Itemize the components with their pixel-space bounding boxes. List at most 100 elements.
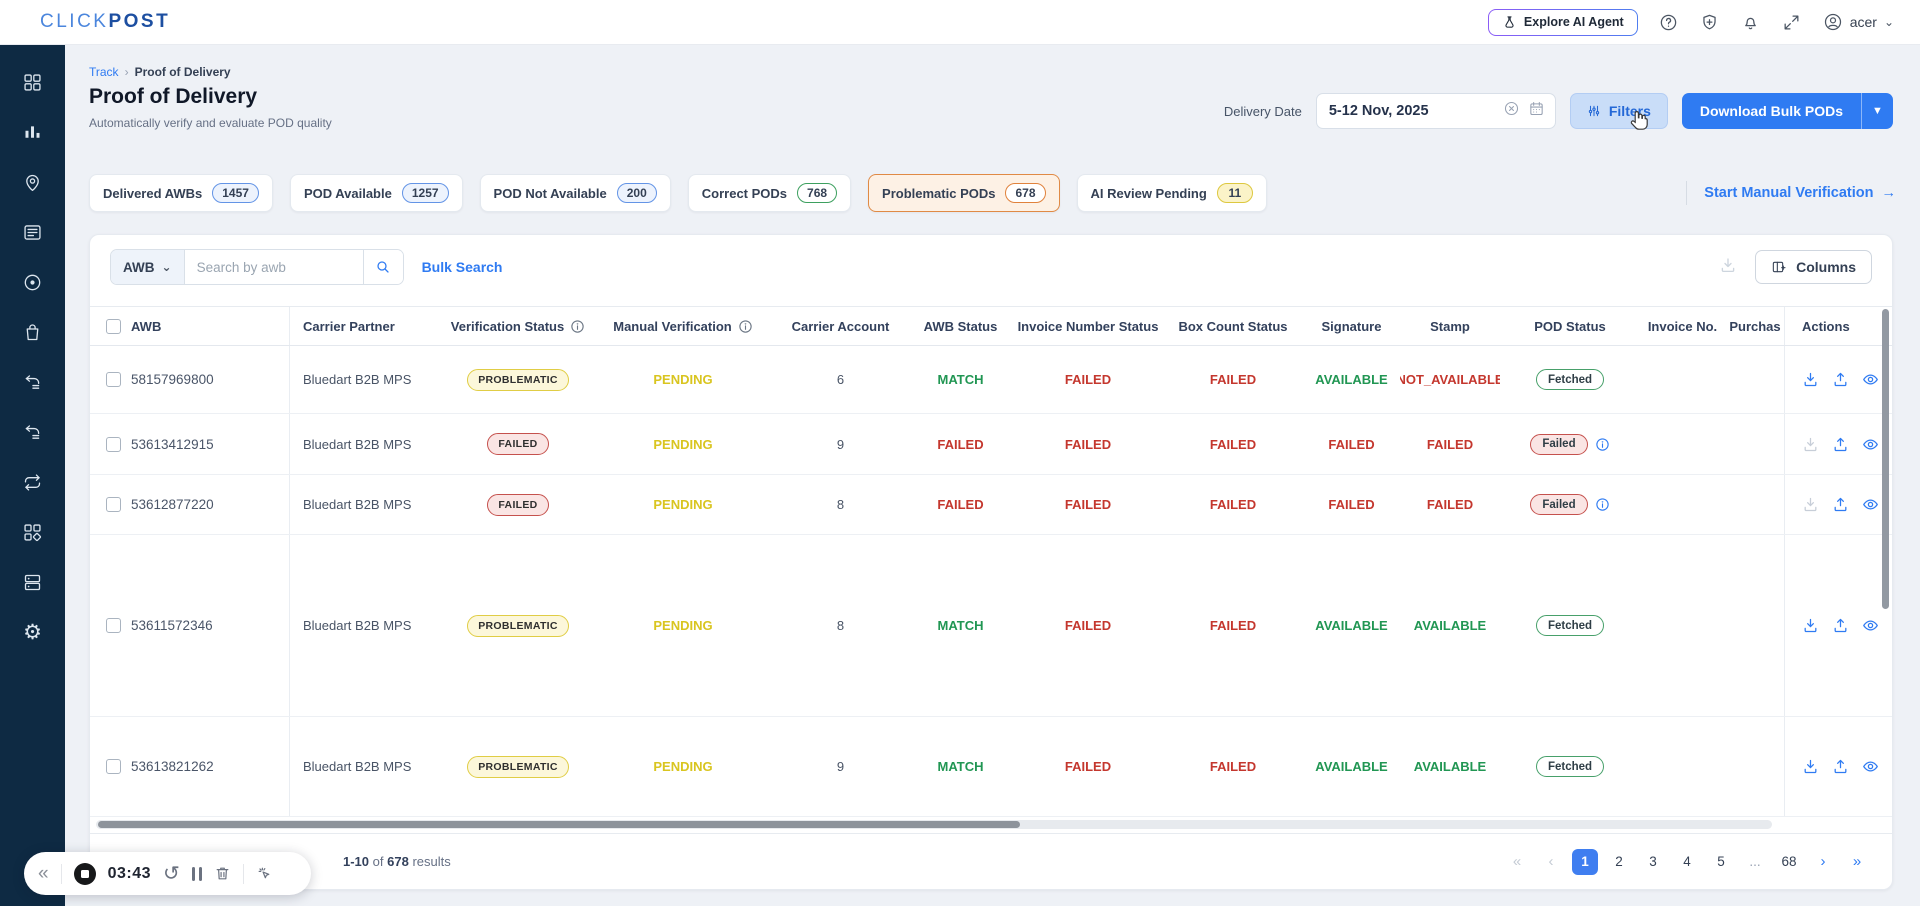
sidebar-item-exchanges-icon[interactable]	[22, 421, 44, 443]
carrier-account-cell: 9	[836, 759, 845, 774]
view-pod-button[interactable]	[1862, 617, 1879, 634]
pagination-page-68[interactable]: 68	[1781, 854, 1797, 869]
sidebar-item-tracking-icon[interactable]	[22, 171, 44, 193]
calendar-icon[interactable]	[1528, 100, 1545, 122]
verification-status-pill: PROBLEMATIC	[467, 368, 569, 391]
sidebar-item-returns-icon[interactable]	[22, 371, 44, 393]
sidebar-item-servers-icon[interactable]	[22, 571, 44, 593]
box-count-status-cell: FAILED	[1209, 497, 1257, 512]
pause-recording-button[interactable]	[191, 866, 202, 881]
filter-chip-correct-pods[interactable]: Correct PODs 768	[687, 174, 852, 212]
stamp-cell: NOT_AVAILABLE	[1400, 372, 1500, 387]
sidebar-item-orders-icon[interactable]	[22, 221, 44, 243]
pagination-page-4[interactable]: 4	[1683, 854, 1691, 869]
sidebar-item-integrations-icon[interactable]	[22, 521, 44, 543]
explore-ai-agent-button[interactable]: Explore AI Agent	[1488, 9, 1638, 36]
user-menu[interactable]: acer ⌄	[1823, 12, 1894, 32]
signature-cell: AVAILABLE	[1315, 618, 1388, 633]
pagination-page-2[interactable]: 2	[1615, 854, 1623, 869]
pod-info-icon[interactable]	[1595, 437, 1610, 452]
sidebar-item-analytics-icon[interactable]	[22, 121, 44, 143]
column-header-invoice-no-: Invoice No.	[1647, 318, 1718, 334]
chip-count-badge: 200	[616, 183, 657, 203]
download-pod-button[interactable]	[1802, 617, 1819, 634]
row-checkbox[interactable]	[106, 436, 121, 452]
notifications-bell-icon[interactable]	[1741, 12, 1761, 32]
row-checkbox[interactable]	[106, 759, 121, 774]
delivery-date-input[interactable]: 5-12 Nov, 2025	[1315, 93, 1556, 129]
info-icon[interactable]	[570, 319, 585, 334]
awb-cell: 53611572346	[90, 535, 290, 716]
pagination-last-button[interactable]: »	[1852, 853, 1862, 870]
pagination-page-3[interactable]: 3	[1649, 854, 1657, 869]
select-all-checkbox[interactable]	[106, 318, 121, 334]
upload-pod-button[interactable]	[1832, 371, 1849, 388]
search-input[interactable]	[184, 250, 363, 284]
search-button[interactable]	[362, 250, 403, 284]
search-category-select[interactable]: AWB ⌄	[111, 250, 185, 284]
stamp-cell: AVAILABLE	[1413, 618, 1487, 633]
download-pod-button[interactable]	[1802, 371, 1819, 388]
restart-recording-button[interactable]: ↺	[163, 862, 180, 885]
stop-recording-button[interactable]	[73, 862, 96, 885]
filter-chip-ai-review-pending[interactable]: AI Review Pending 11	[1076, 174, 1267, 212]
filters-button[interactable]: Filters	[1569, 93, 1668, 129]
vertical-divider	[1686, 181, 1688, 205]
start-manual-verification-link[interactable]: Start Manual Verification →	[1704, 185, 1896, 201]
verification-status-cell: FAILED	[443, 475, 593, 534]
horizontal-scrollbar	[96, 820, 1772, 829]
filter-chip-problematic-pods[interactable]: Problematic PODs 678	[868, 174, 1060, 212]
manual-verification-cell: PENDING	[653, 618, 713, 633]
sidebar-item-record-icon[interactable]	[22, 271, 44, 293]
column-header-carrier-account: Carrier Account	[791, 318, 890, 334]
clear-date-icon[interactable]	[1503, 100, 1520, 122]
upload-pod-button[interactable]	[1832, 436, 1849, 453]
view-pod-button[interactable]	[1862, 436, 1879, 453]
pod-info-icon[interactable]	[1595, 497, 1610, 512]
table-row: 53613821262 Bluedart B2B MPS PROBLEMATIC PE…	[90, 717, 1892, 817]
recorder-collapse-button[interactable]: «	[38, 863, 49, 884]
pagination-page-1[interactable]: 1	[1572, 848, 1598, 875]
sidebar-item-sync-icon[interactable]	[22, 471, 44, 493]
filter-chip-pod-available[interactable]: POD Available 1257	[289, 174, 463, 212]
filter-chip-pod-not-available[interactable]: POD Not Available 200	[479, 174, 671, 212]
download-options-caret[interactable]: ▼	[1861, 93, 1893, 129]
help-icon[interactable]	[1659, 12, 1679, 32]
download-bulk-pods-button[interactable]: Download Bulk PODs ▼	[1681, 93, 1893, 129]
shield-plus-icon[interactable]	[1700, 12, 1720, 32]
filters-label: Filters	[1608, 103, 1651, 119]
sidebar-item-shopping-bag-icon[interactable]	[22, 321, 44, 343]
upload-pod-button[interactable]	[1832, 496, 1849, 513]
clickpost-logo[interactable]: CLICKPOST	[40, 11, 170, 33]
view-pod-button[interactable]	[1862, 496, 1879, 513]
fullscreen-expand-icon[interactable]	[1782, 12, 1802, 32]
column-header-signature: Signature	[1321, 318, 1382, 334]
filter-chip-delivered-awbs[interactable]: Delivered AWBs 1457	[89, 174, 273, 212]
sidebar-item-dashboard-icon[interactable]	[22, 71, 44, 93]
vertical-scrollbar-thumb[interactable]	[1882, 309, 1889, 609]
horizontal-scrollbar-thumb[interactable]	[98, 821, 1020, 828]
delete-recording-button[interactable]	[214, 865, 231, 882]
verification-status-cell: FAILED	[443, 414, 593, 474]
delivery-date-label: Delivery Date	[1223, 103, 1302, 119]
upload-pod-button[interactable]	[1832, 758, 1849, 775]
view-pod-button[interactable]	[1862, 758, 1879, 775]
view-pod-button[interactable]	[1862, 371, 1879, 388]
chip-label: POD Not Available	[493, 185, 607, 201]
bulk-search-link[interactable]: Bulk Search	[421, 259, 503, 275]
breadcrumb-track-link[interactable]: Track	[89, 65, 119, 79]
verification-status-cell: PROBLEMATIC	[443, 535, 593, 716]
sidebar-item-settings-icon[interactable]: ⚙	[23, 620, 42, 644]
search-icon	[377, 261, 389, 273]
columns-button[interactable]: Columns	[1755, 250, 1872, 284]
click-effect-button[interactable]	[256, 865, 273, 882]
pagination-page-5[interactable]: 5	[1717, 854, 1725, 869]
upload-pod-button[interactable]	[1832, 617, 1849, 634]
carrier-partner-cell: Bluedart B2B MPS	[303, 618, 412, 633]
download-pod-button[interactable]	[1802, 758, 1819, 775]
pagination-next-button[interactable]: ›	[1820, 853, 1826, 870]
row-checkbox[interactable]	[106, 497, 121, 512]
row-checkbox[interactable]	[106, 618, 121, 633]
row-checkbox[interactable]	[106, 372, 121, 387]
info-icon[interactable]	[738, 319, 753, 334]
